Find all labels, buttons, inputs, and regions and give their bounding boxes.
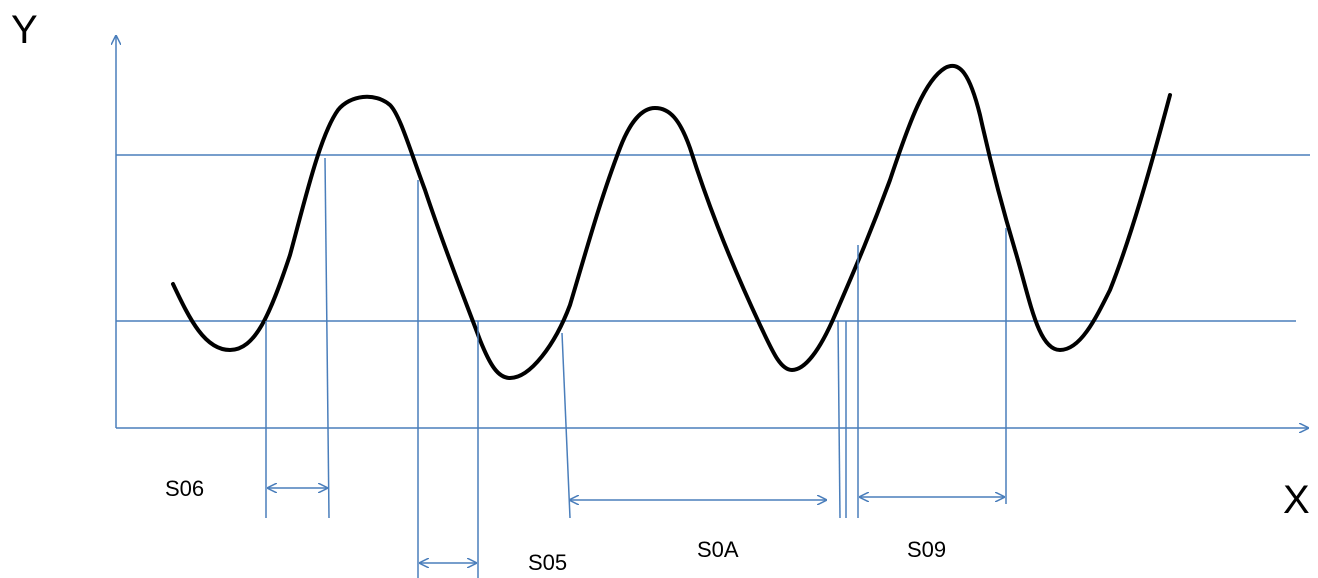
drop-line — [837, 320, 841, 519]
waveform-curve — [171, 64, 1172, 380]
x-axis-title: X — [1283, 478, 1310, 522]
segment-label-s09: S09 — [907, 537, 947, 562]
segment-label-s0a: S0A — [697, 537, 739, 562]
drop-line — [561, 332, 571, 519]
segment-label-s06: S06 — [165, 476, 205, 501]
drop-line — [324, 157, 330, 519]
segment-label-s05: S05 — [528, 550, 568, 575]
y-axis-title: Y — [11, 8, 38, 52]
